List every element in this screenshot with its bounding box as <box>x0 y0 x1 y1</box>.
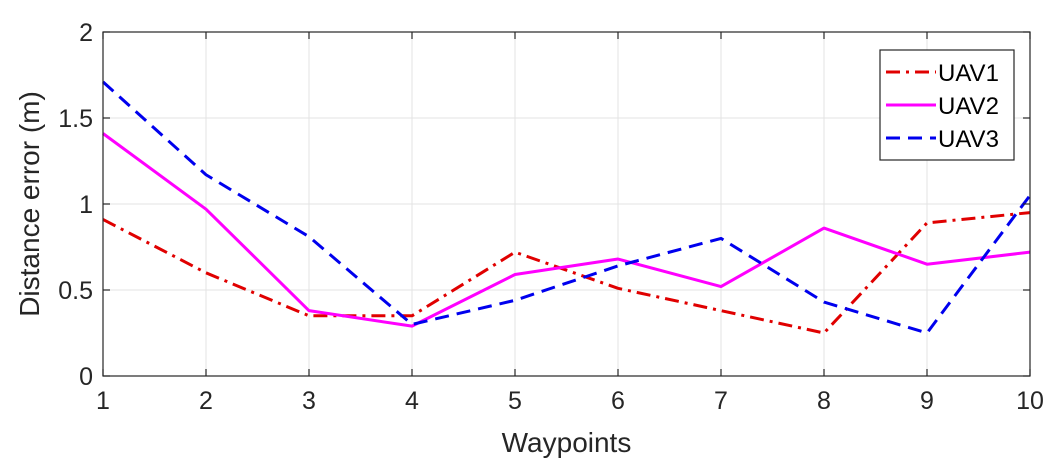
x-tick-label: 2 <box>199 387 213 415</box>
x-tick-label: 7 <box>714 387 728 415</box>
series-lines <box>101 80 1032 335</box>
y-tick-labels: 0 0.5 1 1.5 2 <box>58 19 93 391</box>
series-line-uav1 <box>102 211 1031 335</box>
legend-label: UAV3 <box>938 126 999 153</box>
x-tick-label: 3 <box>302 387 316 415</box>
x-tick-labels: 1 2 3 4 5 6 7 8 9 10 <box>96 387 1044 415</box>
y-tick-label: 2 <box>79 19 93 47</box>
y-tick-label: 1.5 <box>58 105 93 133</box>
y-tick-label: 0.5 <box>58 277 93 305</box>
legend-label: UAV1 <box>938 60 999 87</box>
x-tick-label: 10 <box>1016 387 1044 415</box>
x-tick-label: 5 <box>508 387 522 415</box>
x-axis-title: Waypoints <box>502 427 632 458</box>
legend: UAV1 UAV2 UAV3 <box>879 49 1015 161</box>
y-tick-label: 0 <box>79 363 93 391</box>
x-tick-label: 6 <box>611 387 625 415</box>
axis-ticks <box>102 31 1031 377</box>
series-line-uav2 <box>102 132 1031 328</box>
series-line-uav3 <box>101 80 1032 335</box>
y-tick-label: 1 <box>79 191 93 219</box>
y-axis-title: Distance error (m) <box>14 91 45 317</box>
x-tick-label: 1 <box>96 387 110 415</box>
x-tick-label: 9 <box>920 387 934 415</box>
x-tick-label: 8 <box>817 387 831 415</box>
legend-label: UAV2 <box>938 93 999 120</box>
x-tick-label: 4 <box>405 387 419 415</box>
